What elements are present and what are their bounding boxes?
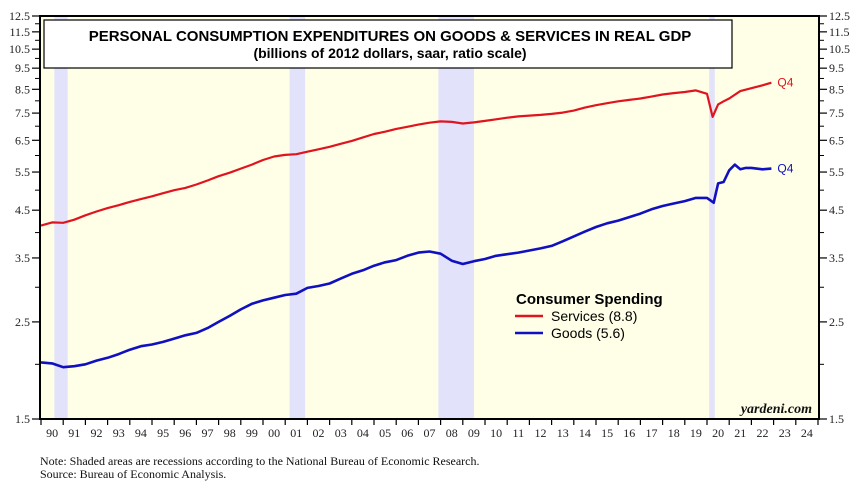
x-tick-label: 96 <box>179 426 191 440</box>
series-line-goods <box>40 163 772 369</box>
y-tick-label-left: 11.5 <box>9 25 30 39</box>
x-tick-label: 99 <box>246 426 258 440</box>
recession-band <box>54 16 68 419</box>
x-tick-label: 92 <box>91 426 103 440</box>
x-tick-label: 93 <box>113 426 125 440</box>
x-tick-label: 18 <box>668 426 680 440</box>
x-tick-label: 06 <box>401 426 413 440</box>
x-tick-label: 20 <box>712 426 724 440</box>
x-tick-label: 95 <box>157 426 169 440</box>
x-tick-label: 11 <box>513 426 525 440</box>
y-tick-label-right: 10.5 <box>829 42 850 56</box>
y-tick-label-right: 2.5 <box>829 315 844 329</box>
x-tick-label: 04 <box>357 426 369 440</box>
x-tick-label: 16 <box>623 426 635 440</box>
x-tick-label: 09 <box>468 426 480 440</box>
y-tick-label-left: 5.5 <box>15 165 30 179</box>
x-tick-label: 13 <box>557 426 569 440</box>
x-tick-label: 03 <box>335 426 347 440</box>
x-tick-label: 14 <box>579 426 591 440</box>
x-tick-label: 12 <box>535 426 547 440</box>
series-end-label: Q4 <box>777 76 793 90</box>
x-tick-label: 02 <box>313 426 325 440</box>
x-tick-label: 07 <box>424 426 436 440</box>
y-tick-label-right: 1.5 <box>829 412 844 426</box>
y-tick-label-right: 7.5 <box>829 106 844 120</box>
series-lines: Q4 Q4 <box>40 76 794 369</box>
y-tick-label-right: 9.5 <box>829 61 844 75</box>
x-tick-label: 01 <box>290 426 302 440</box>
y-tick-label-right: 4.5 <box>829 203 844 217</box>
plot-frame <box>39 15 820 420</box>
x-tick-label: 90 <box>46 426 58 440</box>
y-tick-label-right: 5.5 <box>829 165 844 179</box>
x-tick-label: 17 <box>646 426 658 440</box>
y-tick-label-left: 9.5 <box>15 61 30 75</box>
x-tick-label: 19 <box>690 426 702 440</box>
y-tick-label-left: 2.5 <box>15 315 30 329</box>
y-tick-label-right: 3.5 <box>829 251 844 265</box>
watermark: yardeni.com <box>739 402 812 417</box>
y-tick-label-left: 8.5 <box>15 82 30 96</box>
x-tick-label: 91 <box>68 426 80 440</box>
x-tick-label: 23 <box>779 426 791 440</box>
x-tick-label: 97 <box>202 426 214 440</box>
legend-title: Consumer Spending <box>516 291 663 308</box>
y-tick-label-right: 6.5 <box>829 133 844 147</box>
title-box: PERSONAL CONSUMPTION EXPENDITURES ON GOO… <box>43 19 733 69</box>
y-tick-label-right: 12.5 <box>829 9 850 23</box>
recession-band <box>289 16 306 419</box>
x-axis: 90 91 92 93 94 95 96 97 98 99 00 01 02 03 04 05 06 07 08 09… <box>40 419 819 440</box>
y-tick-label-left: 4.5 <box>15 203 30 217</box>
y-tick-label-right: 8.5 <box>829 82 844 96</box>
chart-subtitle: (billions of 2012 dollars, saar, ratio s… <box>253 45 526 61</box>
x-tick-label: 15 <box>601 426 613 440</box>
x-tick-label: 21 <box>734 426 746 440</box>
y-axis-left: 1.5 2.5 3.5 4.5 5.5 6.5 7.5 8.5 9.5 10.5 11.5 12.5 <box>9 9 40 426</box>
x-tick-label: 05 <box>379 426 391 440</box>
y-tick-label-left: 10.5 <box>9 42 30 56</box>
y-tick-label-left: 3.5 <box>15 251 30 265</box>
x-tick-label: 98 <box>224 426 236 440</box>
y-tick-label-left: 1.5 <box>15 412 30 426</box>
legend-label-goods: Goods (5.6) <box>551 325 625 341</box>
x-tick-label: 24 <box>801 426 813 440</box>
x-tick-label: 08 <box>446 426 458 440</box>
footnote-source: Source: Bureau of Economic Analysis. <box>40 467 227 481</box>
series-end-label: Q4 <box>777 162 793 176</box>
legend: Consumer Spending Services (8.8) Goods (… <box>515 291 663 341</box>
x-tick-label: 22 <box>757 426 769 440</box>
recession-bands <box>54 16 715 419</box>
x-tick-label: 00 <box>268 426 280 440</box>
y-tick-label-left: 6.5 <box>15 133 30 147</box>
y-tick-label-right: 11.5 <box>829 25 850 39</box>
recession-band <box>438 16 474 419</box>
plot-background <box>40 16 819 419</box>
footnote-note: Note: Shaded areas are recessions accord… <box>40 454 480 468</box>
y-axis-right: 1.5 2.5 3.5 4.5 5.5 6.5 7.5 8.5 9.5 10.5 11.5 12.5 <box>819 9 850 426</box>
x-tick-label: 94 <box>135 426 147 440</box>
recession-band <box>709 16 715 419</box>
y-tick-label-left: 7.5 <box>15 106 30 120</box>
x-tick-label: 10 <box>490 426 502 440</box>
y-tick-label-left: 12.5 <box>9 9 30 23</box>
chart-title: PERSONAL CONSUMPTION EXPENDITURES ON GOO… <box>89 28 692 45</box>
series-line-services <box>40 81 772 227</box>
legend-label-services: Services (8.8) <box>551 308 637 324</box>
